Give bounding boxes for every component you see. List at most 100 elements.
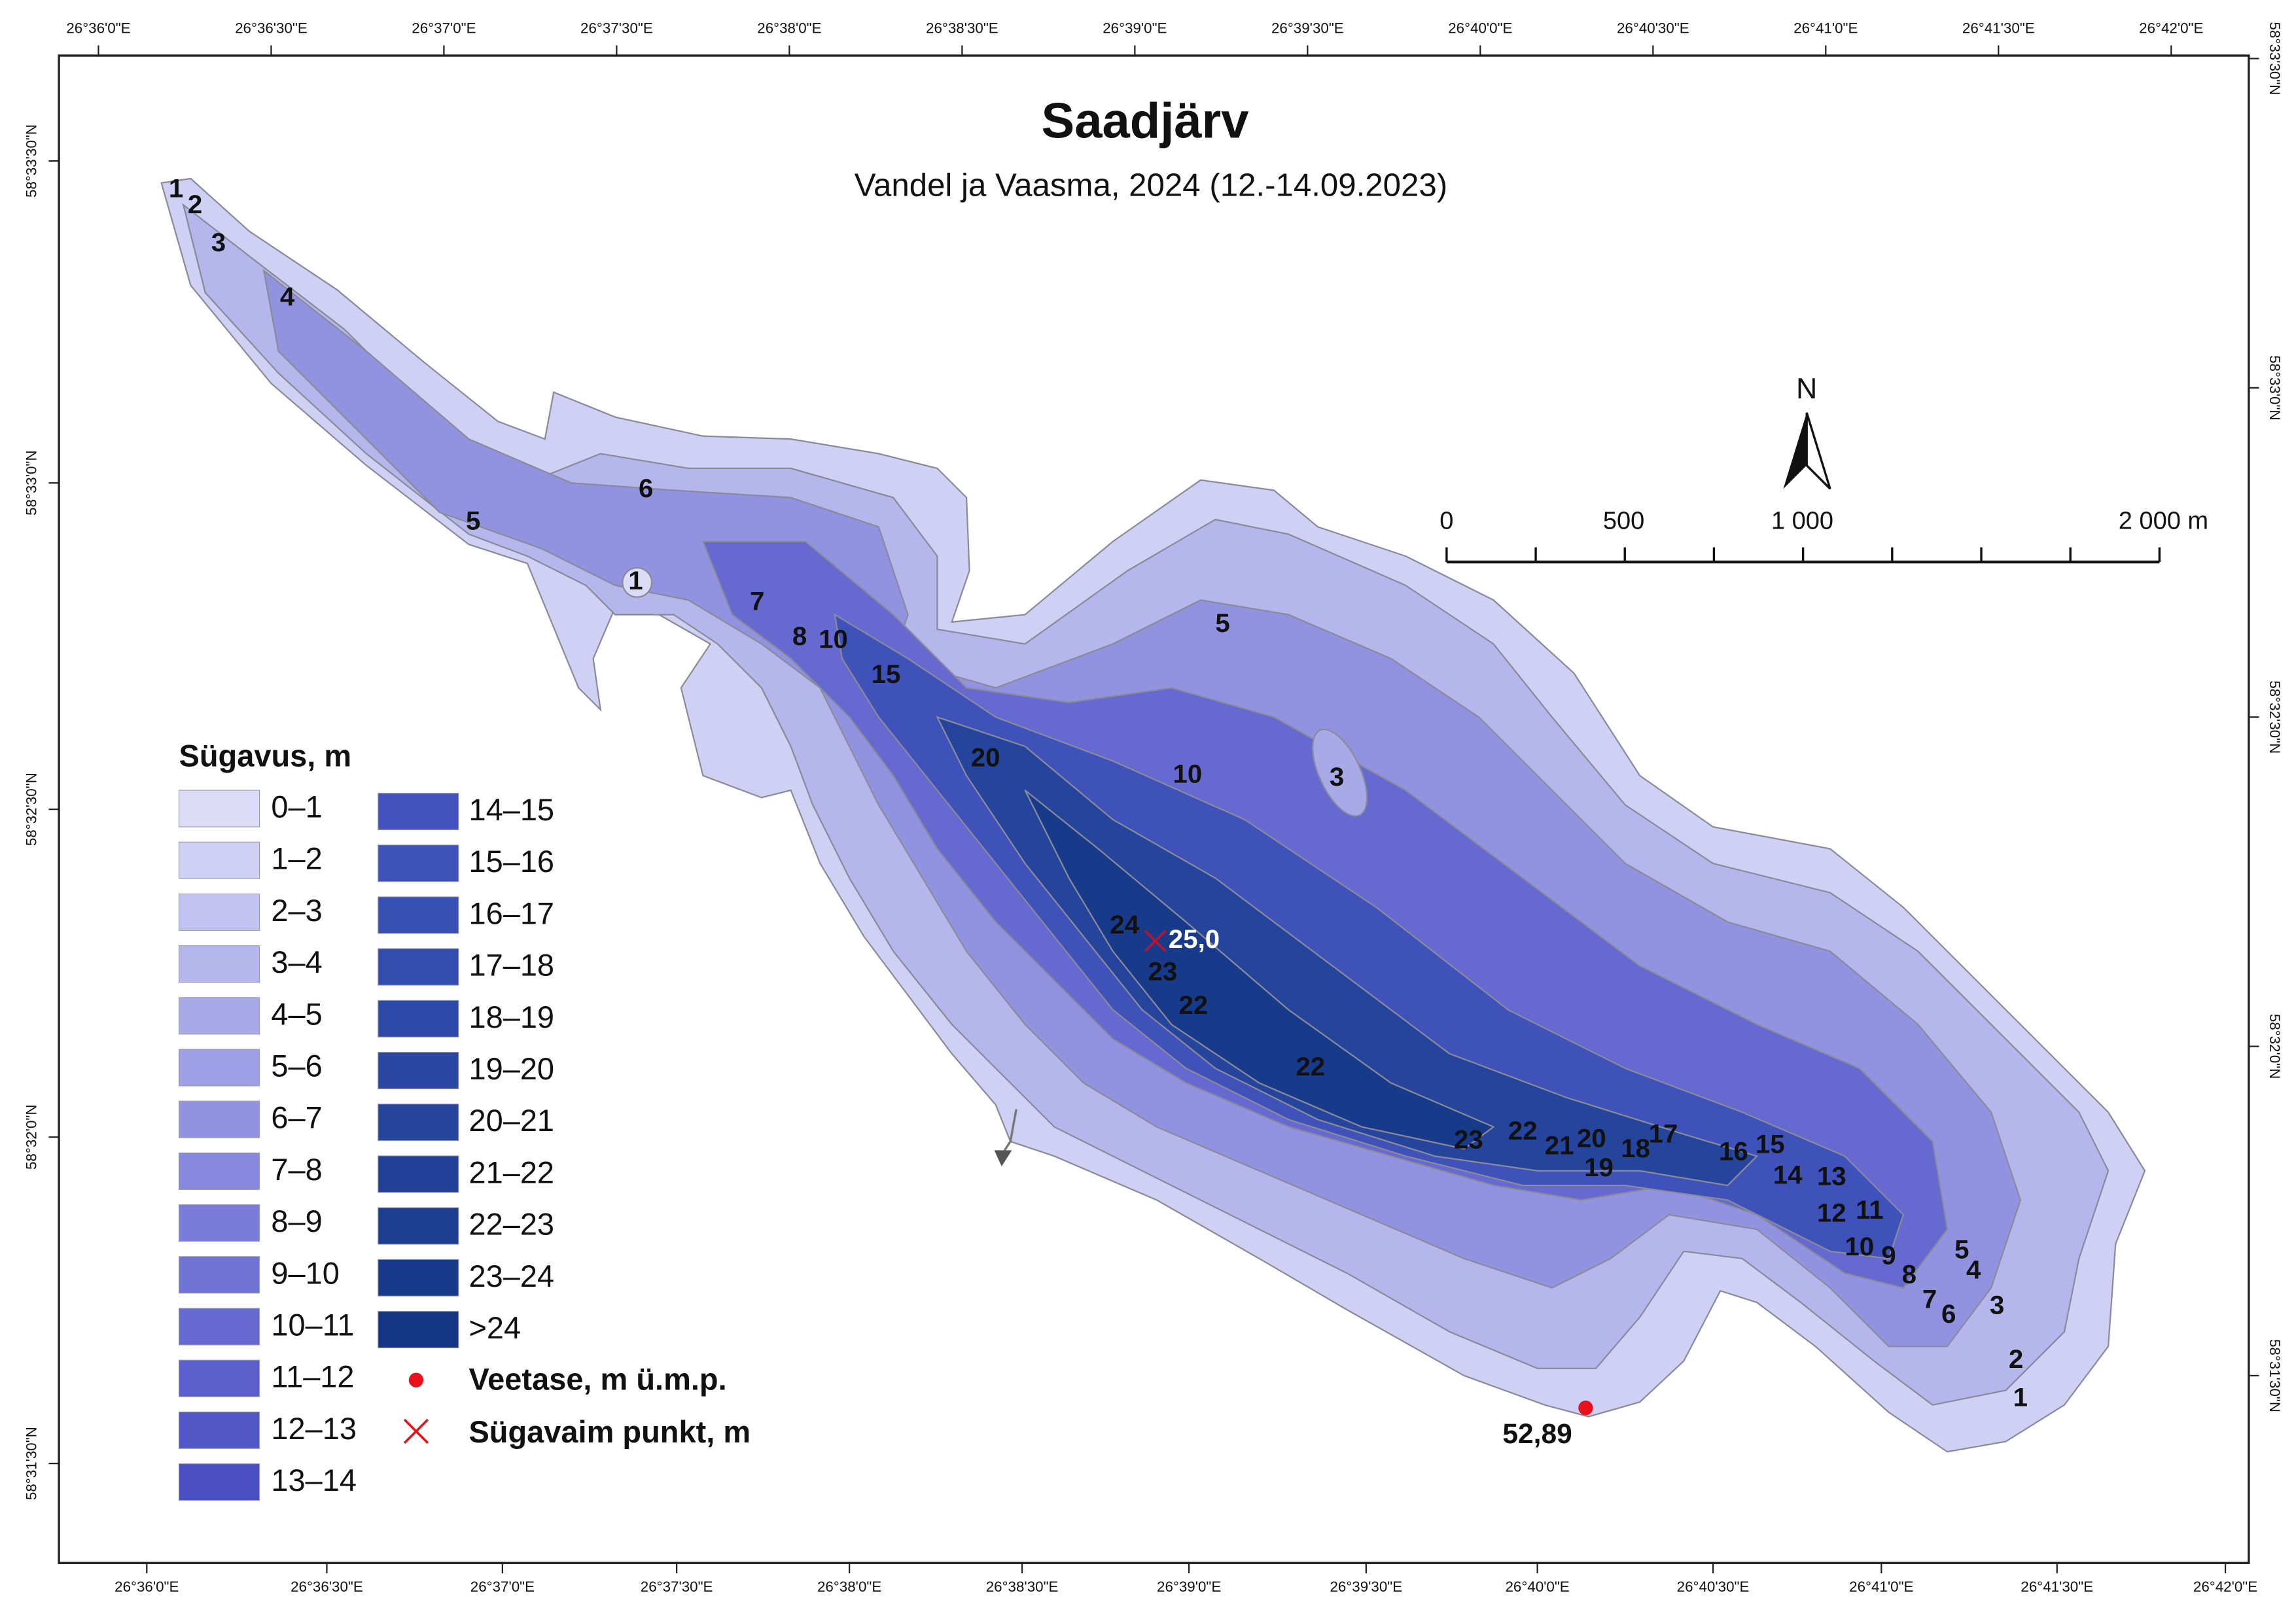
legend-swatch — [378, 1104, 459, 1142]
scale-label: 2 000 m — [2119, 508, 2208, 535]
legend-swatch — [378, 845, 459, 882]
longitude-label: 26°40'30"E — [1617, 20, 1689, 37]
legend-swatch — [378, 1051, 459, 1089]
latitude-label: 58°33'0"N — [2267, 355, 2283, 420]
depth-label: 12 — [1817, 1198, 1846, 1227]
legend-label: 21–22 — [468, 1155, 554, 1189]
water-level-point — [1578, 1400, 1593, 1416]
latitude-label: 58°33'30"N — [2267, 22, 2283, 96]
legend-swatch — [378, 1000, 459, 1038]
longitude-label: 26°38'30"E — [926, 20, 998, 37]
legend-label: 18–19 — [468, 1000, 554, 1034]
longitude-label: 26°41'30"E — [2021, 1579, 2093, 1595]
depth-label: 3 — [211, 228, 226, 257]
depth-label: 7 — [1922, 1284, 1937, 1314]
legend-swatch — [378, 1310, 459, 1348]
legend-swatch — [178, 1100, 260, 1138]
depth-label: 2 — [2009, 1344, 2023, 1374]
legend-swatch — [178, 841, 260, 879]
depth-label: 6 — [1941, 1299, 1956, 1329]
depth-label: 1 — [628, 566, 643, 595]
legend-label: 23–24 — [468, 1259, 554, 1293]
legend-swatch — [178, 945, 260, 983]
legend-label: 19–20 — [468, 1051, 554, 1086]
north-label: N — [1796, 372, 1817, 405]
legend-swatch — [178, 1256, 260, 1294]
legend-swatch — [378, 1155, 459, 1193]
legend-deepest-symbol — [403, 1418, 429, 1444]
legend-swatch — [178, 790, 260, 828]
legend-label: 20–21 — [468, 1103, 554, 1138]
legend-label: 6–7 — [271, 1100, 322, 1135]
depth-label: 6 — [639, 474, 653, 503]
scale-label: 500 — [1603, 508, 1644, 535]
latitude-label: 58°33'0"N — [24, 451, 40, 515]
depth-label: 4 — [1966, 1255, 1981, 1285]
legend-label: 12–13 — [271, 1411, 357, 1446]
lake — [160, 177, 2146, 1453]
depth-label: 18 — [1621, 1134, 1650, 1163]
latitude-label: 58°32'0"N — [24, 1105, 40, 1170]
legend-label: 22–23 — [468, 1207, 554, 1242]
depth-label: 5 — [1215, 608, 1229, 638]
depth-label: 1 — [169, 173, 183, 203]
longitude-label: 26°38'30"E — [986, 1579, 1059, 1595]
longitude-label: 26°37'30"E — [580, 20, 653, 37]
longitude-label: 26°36'30"E — [235, 20, 308, 37]
longitude-label: 26°37'0"E — [412, 20, 476, 37]
scale-label: 0 — [1439, 508, 1453, 535]
depth-label: 20 — [971, 743, 1000, 773]
legend-swatch — [178, 1308, 260, 1346]
depth-label: 11 — [1856, 1195, 1884, 1225]
legend-label: 13–14 — [271, 1463, 357, 1497]
legend-swatch — [378, 1207, 459, 1245]
longitude-label: 26°37'30"E — [641, 1579, 713, 1595]
longitude-label: 26°41'0"E — [1793, 20, 1858, 37]
legend-label: 4–5 — [271, 996, 322, 1031]
latitude-label: 58°31'30"N — [2267, 1339, 2283, 1412]
legend-label: 3–4 — [271, 945, 322, 979]
legend-title: Sügavus, m — [179, 738, 352, 773]
depth-zone — [1024, 790, 1495, 1150]
legend-label: 2–3 — [271, 893, 322, 928]
legend-label: 7–8 — [271, 1152, 322, 1187]
depth-label: 22 — [1296, 1052, 1325, 1081]
depth-label: 7 — [750, 586, 764, 616]
depth-label: 2 — [188, 190, 202, 219]
outflow-arrow — [994, 1109, 1017, 1167]
island — [622, 567, 653, 598]
legend-label: 0–1 — [271, 790, 322, 824]
depth-label: 19 — [1584, 1153, 1614, 1182]
depth-label: 16 — [1719, 1137, 1748, 1166]
longitude-label: 26°40'0"E — [1448, 20, 1512, 37]
legend-swatch — [178, 893, 260, 931]
legend-swatch — [178, 1359, 260, 1397]
longitude-label: 26°36'0"E — [66, 20, 130, 37]
longitude-label: 26°36'0"E — [115, 1579, 179, 1595]
latitude-label: 58°32'30"N — [24, 773, 40, 846]
legend-label: 17–18 — [468, 948, 554, 983]
depth-label: 3 — [1990, 1290, 2004, 1319]
depth-label: 10 — [1845, 1232, 1874, 1261]
scale-label: 1 000 — [1771, 508, 1833, 535]
longitude-label: 26°42'0"E — [2193, 1579, 2257, 1595]
legend-deepest: Sügavaim punkt, m — [468, 1414, 751, 1449]
longitude-label: 26°40'30"E — [1677, 1579, 1750, 1595]
depth-label: 10 — [1173, 759, 1203, 788]
legend-label: 15–16 — [468, 844, 554, 879]
longitude-label: 26°39'0"E — [1103, 20, 1167, 37]
longitude-label: 26°38'0"E — [757, 20, 821, 37]
legend-swatch — [178, 1411, 260, 1449]
legend-label: 1–2 — [271, 841, 322, 876]
depth-label: 15 — [872, 659, 901, 689]
depth-label: 14 — [1773, 1160, 1803, 1189]
depth-label: 20 — [1577, 1123, 1606, 1153]
depth-label: 24 — [1110, 910, 1139, 939]
deepest-value: 25,0 — [1169, 924, 1220, 954]
legend-label: 8–9 — [271, 1204, 322, 1238]
depth-label: 3 — [1330, 762, 1344, 792]
shoal — [1311, 728, 1368, 817]
legend-label: >24 — [468, 1310, 521, 1345]
longitude-label: 26°41'30"E — [1962, 20, 2035, 37]
